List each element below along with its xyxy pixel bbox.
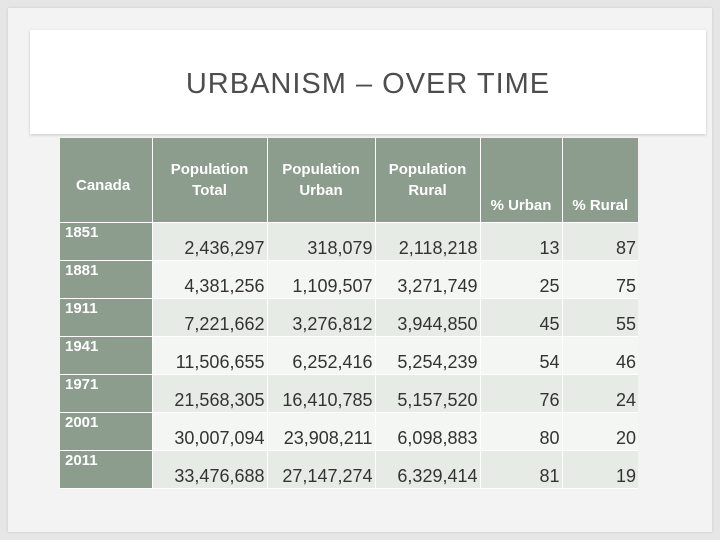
table-row: 1881 4,381,256 1,109,507 3,271,749 25 75: [60, 260, 638, 299]
cell-rural: 3,944,850: [375, 298, 481, 337]
cell-urban: 27,147,274: [267, 450, 376, 489]
cell-pct-urban: 80: [480, 412, 563, 451]
population-table: Canada Population Total Population Urban P…: [60, 138, 638, 489]
cell-pct-rural: 75: [562, 260, 638, 299]
table-header-row: Canada Population Total Population Urban P…: [60, 138, 638, 223]
row-header-year: 1851: [60, 222, 153, 261]
slide-title: URBANISM – OVER TIME: [185, 67, 551, 100]
cell-pct-urban: 81: [480, 450, 563, 489]
cell-pct-urban: 45: [480, 298, 563, 337]
title-box: URBANISM – OVER TIME: [30, 30, 706, 134]
column-header: Population Urban: [267, 138, 376, 223]
cell-pct-rural: 46: [562, 336, 638, 375]
cell-total: 11,506,655: [152, 336, 268, 375]
cell-urban: 23,908,211: [267, 412, 376, 451]
row-header-year: 1971: [60, 374, 153, 413]
cell-rural: 5,157,520: [375, 374, 481, 413]
table-row: 1941 11,506,655 6,252,416 5,254,239 54 4…: [60, 336, 638, 375]
cell-urban: 1,109,507: [267, 260, 376, 299]
cell-pct-urban: 25: [480, 260, 563, 299]
row-header-year: 1881: [60, 260, 153, 299]
row-header-year: 2011: [60, 450, 153, 489]
row-header-year: 1941: [60, 336, 153, 375]
cell-rural: 5,254,239: [375, 336, 481, 375]
cell-pct-rural: 24: [562, 374, 638, 413]
cell-total: 2,436,297: [152, 222, 268, 261]
column-header: % Rural: [562, 138, 638, 223]
cell-rural: 6,098,883: [375, 412, 481, 451]
corner-header: Canada: [60, 138, 153, 223]
cell-pct-rural: 87: [562, 222, 638, 261]
row-header-year: 1911: [60, 298, 153, 337]
cell-total: 7,221,662: [152, 298, 268, 337]
cell-total: 21,568,305: [152, 374, 268, 413]
cell-pct-urban: 54: [480, 336, 563, 375]
cell-pct-rural: 19: [562, 450, 638, 489]
cell-total: 33,476,688: [152, 450, 268, 489]
table-row: 1911 7,221,662 3,276,812 3,944,850 45 55: [60, 298, 638, 337]
column-header: Population Total: [152, 138, 268, 223]
column-header: Population Rural: [375, 138, 481, 223]
table-row: 2001 30,007,094 23,908,211 6,098,883 80 …: [60, 412, 638, 451]
cell-pct-rural: 20: [562, 412, 638, 451]
cell-total: 30,007,094: [152, 412, 268, 451]
cell-urban: 318,079: [267, 222, 376, 261]
cell-pct-urban: 76: [480, 374, 563, 413]
column-header: % Urban: [480, 138, 563, 223]
row-header-year: 2001: [60, 412, 153, 451]
cell-urban: 6,252,416: [267, 336, 376, 375]
cell-total: 4,381,256: [152, 260, 268, 299]
table-row: 1851 2,436,297 318,079 2,118,218 13 87: [60, 222, 638, 261]
cell-rural: 3,271,749: [375, 260, 481, 299]
cell-rural: 6,329,414: [375, 450, 481, 489]
cell-pct-urban: 13: [480, 222, 563, 261]
table-row: 1971 21,568,305 16,410,785 5,157,520 76 …: [60, 374, 638, 413]
table-row: 2011 33,476,688 27,147,274 6,329,414 81 …: [60, 450, 638, 489]
cell-pct-rural: 55: [562, 298, 638, 337]
cell-urban: 16,410,785: [267, 374, 376, 413]
cell-rural: 2,118,218: [375, 222, 481, 261]
cell-urban: 3,276,812: [267, 298, 376, 337]
